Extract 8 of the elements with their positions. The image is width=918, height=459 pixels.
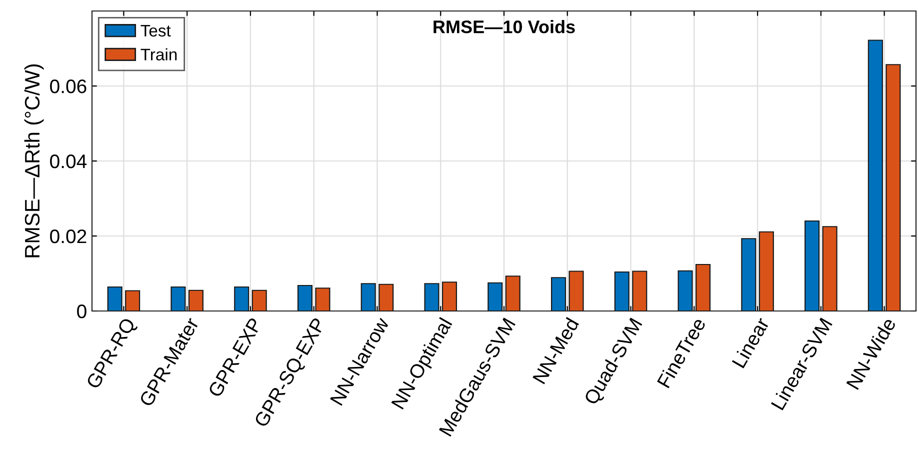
y-tick-label: 0.04 (50, 154, 87, 168)
chart-title: RMSE—10 Voids (434, 20, 575, 34)
y-axis-title: RMSE—ΔRth (°C/W) (24, 64, 44, 258)
legend-label: Train (140, 48, 177, 60)
y-tick-label: 0 (77, 304, 86, 318)
y-tick-label: 0.02 (50, 229, 86, 244)
y-tick-label: 0.06 (50, 79, 86, 94)
legend-label: Test (140, 24, 171, 37)
